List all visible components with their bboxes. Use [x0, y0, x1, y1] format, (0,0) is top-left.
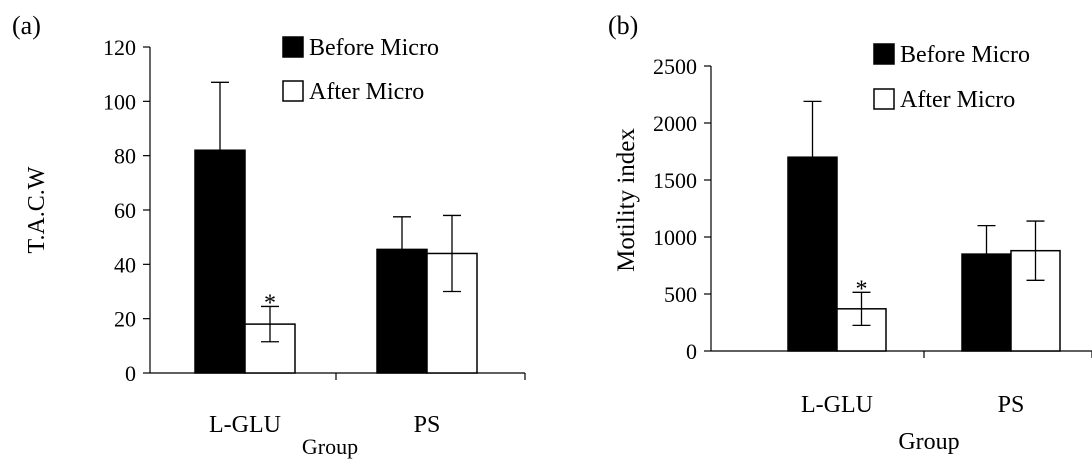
legend-label-a-before: Before Micro: [309, 35, 439, 61]
chart-a-svg: (a) 0 20 40 60 80 100 120 L-GLU PS * T.A.C.W Group Be…: [12, 11, 526, 459]
panel-label-b: (b): [608, 11, 638, 40]
chart-panel-a: (a) 0 20 40 60 80 100 120 L-GLU PS * T.A.C.W Group Be…: [12, 11, 526, 459]
y-tick-label-a: 80: [114, 144, 136, 169]
x-axis-label-a: Group: [302, 434, 358, 459]
bar-b-l-glu-after: [836, 308, 887, 352]
y-tick-label-b: 2000: [653, 111, 697, 136]
category-label-b: PS: [998, 392, 1025, 418]
legend-swatch-a-after: [282, 80, 304, 102]
legend-swatch-b-before: [873, 43, 895, 65]
y-tick-label-a: 20: [114, 307, 136, 332]
chart-panel-b: (b) 0 500 1000 1500 2000 2500 L-GLU PS * Motility …: [546, 0, 1092, 460]
y-tick-label-b: 1500: [653, 168, 697, 193]
category-label-a: PS: [414, 412, 441, 438]
y-tick-label-a: 120: [103, 35, 136, 60]
bar-a-ps-after: [426, 252, 478, 374]
y-tick-label-a: 40: [114, 252, 136, 277]
legend-swatch-a-before: [282, 36, 304, 58]
y-tick-label-b: 500: [664, 282, 697, 307]
y-tick-label-a: 60: [114, 198, 136, 223]
legend-label-b-after: After Micro: [900, 87, 1015, 113]
category-label-a: L-GLU: [209, 412, 281, 438]
panel-label-a: (a): [12, 11, 41, 40]
legend-swatch-b-after: [873, 88, 895, 110]
legend-label-a-after: After Micro: [309, 79, 424, 105]
x-axis-label-b: Group: [898, 429, 959, 455]
y-tick-label-b: 2500: [653, 54, 697, 79]
significance-star-b: *: [856, 276, 868, 302]
y-tick-label-a: 100: [103, 89, 136, 114]
chart-b-svg: (b) 0 500 1000 1500 2000 2500 L-GLU PS * Motility …: [608, 11, 1092, 455]
y-tick-label-b: 1000: [653, 225, 697, 250]
category-label-b: L-GLU: [801, 392, 873, 418]
y-axis-label-a: T.A.C.W: [24, 166, 50, 253]
significance-star-a: *: [264, 290, 276, 316]
y-axis-label-b: Motility index: [613, 128, 640, 272]
y-tick-label-b: 0: [686, 339, 697, 364]
legend-label-b-before: Before Micro: [900, 42, 1030, 68]
y-tick-label-a: 0: [125, 361, 136, 386]
